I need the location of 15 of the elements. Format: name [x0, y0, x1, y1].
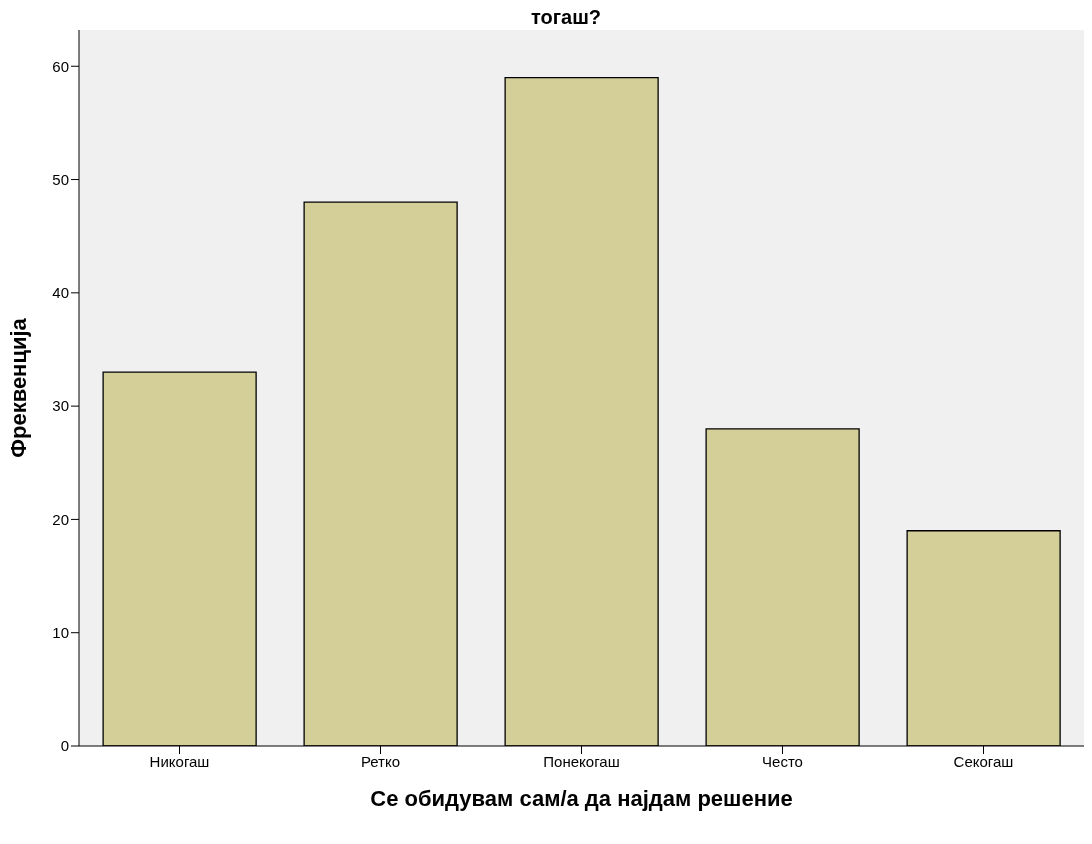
x-axis-title: Се обидувам сам/а да најдам решение	[370, 786, 793, 811]
y-tick-label: 20	[52, 510, 69, 528]
x-tick-label: Секогаш	[953, 752, 1014, 770]
y-axis-title: Фреквенција	[5, 317, 31, 458]
y-tick-label: 50	[52, 170, 69, 188]
y-tick-label: 40	[52, 284, 69, 302]
y-tick-label: 0	[60, 737, 69, 755]
chart-title: тогаш?	[529, 6, 603, 29]
x-tick-label: Ретко	[360, 752, 401, 770]
x-tick-label: Понекогаш	[543, 752, 620, 770]
y-tick-label: 60	[52, 57, 69, 75]
y-tick-label: 10	[52, 624, 69, 642]
x-tick-label: Често	[762, 752, 803, 770]
x-tick-label: Никогаш	[149, 752, 210, 770]
y-tick-label: 30	[52, 397, 69, 415]
